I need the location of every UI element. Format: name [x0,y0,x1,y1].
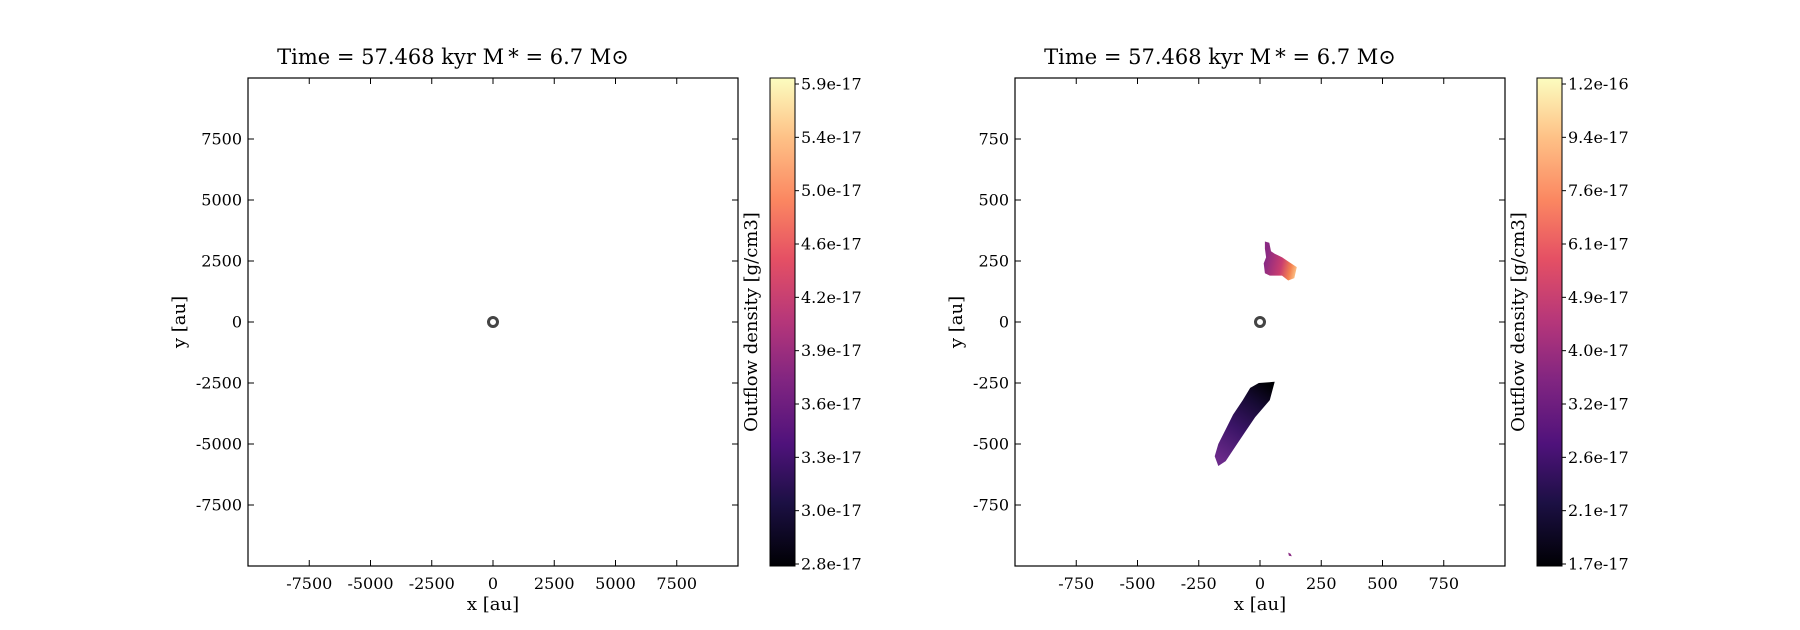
panel-2-regions [1214,241,1297,557]
x-tick-label: -5000 [347,574,393,593]
panel-1-ylabel: y [au] [169,296,190,349]
panel-1-xticks: -7500 -5000 -2500 0 2500 5000 7500 [286,78,697,593]
panel-2-xticks: -750 -500 -250 0 250 500 750 [1058,78,1459,593]
colorbar-tick-label: 1.7e-17 [1568,555,1629,574]
y-tick-label: 500 [978,191,1009,210]
panel-1-title: Time = 57.468 kyr M * = 6.7 M⊙ [277,45,629,69]
x-tick-label: -7500 [286,574,332,593]
x-tick-label: -750 [1058,574,1094,593]
colorbar-tick-label: 3.3e-17 [801,448,862,467]
panel-2-colorbar [1536,77,1563,567]
y-tick-label: 5000 [201,191,242,210]
y-tick-label: 2500 [201,252,242,271]
panel-2-yticks: 750 500 250 0 -250 -500 -750 [973,130,1505,515]
x-tick-label: -250 [1181,574,1217,593]
x-tick-label: 2500 [534,574,575,593]
y-tick-label: 7500 [201,130,242,149]
y-tick-label: -250 [973,374,1009,393]
colorbar-tick-label: 2.8e-17 [801,555,862,574]
y-tick-label: -750 [973,496,1009,515]
x-tick-label: -500 [1120,574,1156,593]
y-tick-label: -500 [973,435,1009,454]
colorbar-tick-label: 2.1e-17 [1568,501,1629,520]
star-marker [1254,316,1266,328]
colorbar-tick-label: 4.2e-17 [801,288,862,307]
y-tick-label: 250 [978,252,1009,271]
colorbar-tick-label: 5.0e-17 [801,181,862,200]
colorbar-tick-label: 7.6e-17 [1568,181,1629,200]
panel-1-star [487,316,499,328]
panel-1-colorbar [769,77,796,567]
colorbar-tick-label: 3.2e-17 [1568,395,1629,414]
southern-lobe [1214,381,1275,466]
small-speck [1288,552,1292,557]
panel-2-star [1254,316,1266,328]
y-tick-label: 0 [999,313,1009,332]
panel-1-colorbar-label: Outflow density [g/cm3] [741,212,762,432]
colorbar-tick-label: 2.6e-17 [1568,448,1629,467]
panel-2-ylabel: y [au] [946,296,967,349]
y-tick-label: 750 [978,130,1009,149]
x-tick-label: -2500 [409,574,455,593]
colorbar-tick-label: 3.0e-17 [801,501,862,520]
x-tick-label: 0 [488,574,498,593]
colorbar-tick-label: 9.4e-17 [1568,128,1629,147]
y-tick-label: 0 [232,313,242,332]
panel-2-plot-frame [1014,77,1506,567]
colorbar-tick-label: 3.6e-17 [801,395,862,414]
northern-lobe [1263,241,1297,281]
x-tick-label: 250 [1306,574,1337,593]
colorbar-tick-label: 4.6e-17 [801,235,862,254]
colorbar-tick-label: 4.0e-17 [1568,341,1629,360]
star-marker [487,316,499,328]
panel-1-plot-frame [247,77,739,567]
colorbar-tick-label: 5.4e-17 [801,128,862,147]
colorbar-tick-label: 1.2e-16 [1568,75,1629,94]
panel-1: Time = 57.468 kyr M * = 6.7 M⊙ -7500 -500… [169,45,862,615]
colorbar-tick-label: 6.1e-17 [1568,235,1629,254]
panel-2: Time = 57.468 kyr M * = 6.7 M⊙ -750 -500-… [946,45,1629,615]
x-tick-label: 7500 [656,574,697,593]
y-tick-label: -2500 [196,374,242,393]
panel-2-xlabel: x [au] [1234,594,1286,615]
y-tick-label: -5000 [196,435,242,454]
x-tick-label: 750 [1428,574,1459,593]
y-tick-label: -7500 [196,496,242,515]
panel-1-yticks: 7500 5000 2500 0 -2500 -5000 -7500 [196,130,738,515]
x-tick-label: 5000 [595,574,636,593]
panel-2-colorbar-label: Outflow density [g/cm3] [1508,212,1529,432]
colorbar-tick-label: 3.9e-17 [801,341,862,360]
colorbar-tick-label: 4.9e-17 [1568,288,1629,307]
colorbar-tick-label: 5.9e-17 [801,75,862,94]
x-tick-label: 0 [1255,574,1265,593]
panel-2-title: Time = 57.468 kyr M * = 6.7 M⊙ [1044,45,1396,69]
x-tick-label: 500 [1367,574,1398,593]
panel-2-colorbar-ticks: 1.7e-17 2.1e-17 2.6e-17 3.2e-17 4.0e-17 4.9e-… [1562,75,1629,574]
panel-1-xlabel: x [au] [467,594,519,615]
panel-1-colorbar-ticks: 2.8e-17 3.0e-17 3.3e-17 3.6e-17 3.9e-17 4.2e-… [795,75,862,574]
